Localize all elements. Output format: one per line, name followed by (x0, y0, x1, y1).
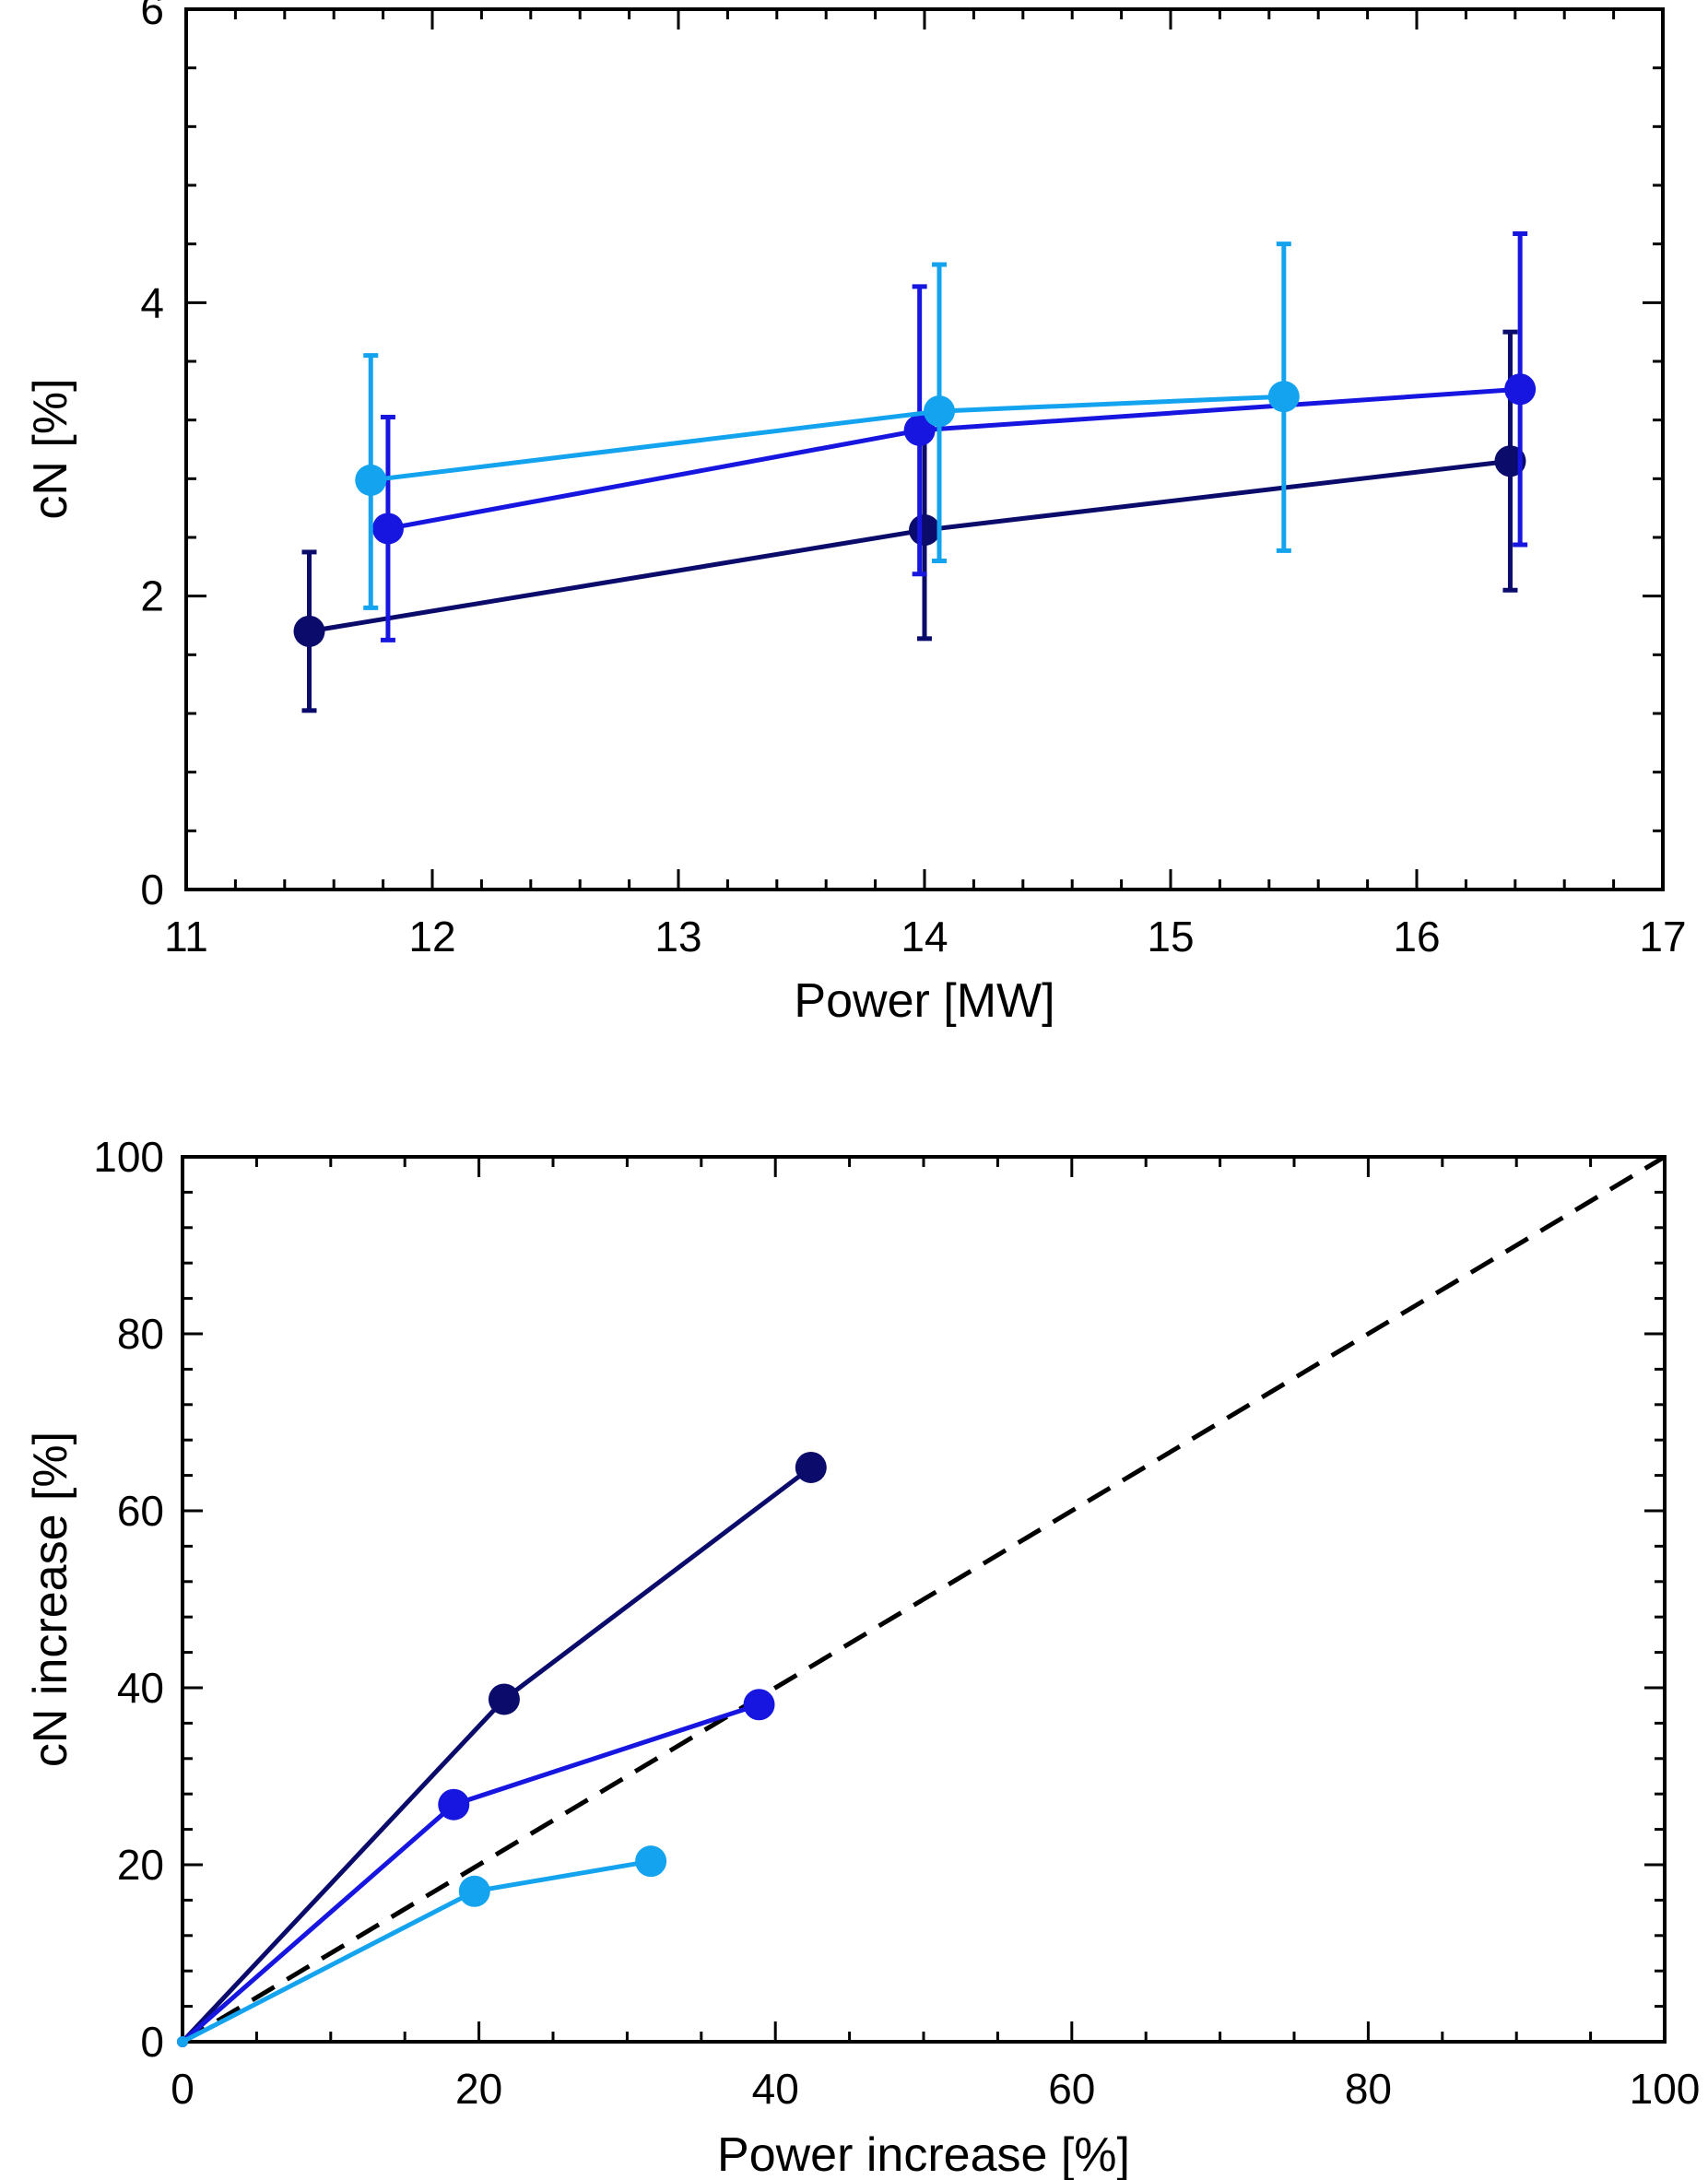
x-axis-label: Power increase [%] (717, 2128, 1130, 2180)
series-line (181, 1858, 652, 2044)
power-increase-panel: 0 20 40 60 80 100 0 20 40 60 80 100 Power increase… (24, 1133, 1700, 2180)
x-tick-labels: 0 20 40 60 80 100 (171, 2065, 1700, 2113)
data-point (924, 395, 956, 428)
reference-line-layer (181, 1154, 1667, 2044)
y-tick-label: 2 (140, 572, 164, 620)
y-axis-label: cN increase [%] (24, 1432, 77, 1767)
tick-marks (184, 7, 1665, 891)
data-point (903, 414, 936, 446)
series-2 (371, 231, 1537, 642)
data-point (177, 2036, 188, 2047)
data-point (743, 1689, 775, 1721)
x-axis-label: Power [MW] (794, 974, 1054, 1028)
data-point (355, 464, 387, 496)
series-layer (293, 231, 1537, 713)
series-layer (177, 1451, 827, 2047)
y-tick-label: 40 (117, 1664, 164, 1712)
data-point (795, 1451, 827, 1483)
power-cn-panel: 11 12 13 14 15 16 17 0 2 4 6 Power [MW] cN [%] (24, 0, 1687, 1028)
x-tick-label: 11 (164, 913, 208, 960)
x-tick-label: 100 (1630, 2065, 1701, 2113)
y-axis-label: cN [%] (24, 378, 77, 519)
data-point (488, 1683, 520, 1715)
data-point (458, 1875, 490, 1907)
y-tick-labels: 0 20 40 60 80 100 (93, 1133, 164, 2066)
data-point (293, 615, 325, 647)
data-point (438, 1788, 470, 1821)
series-1 (177, 1451, 827, 2047)
x-tick-label: 15 (1147, 913, 1194, 960)
y-tick-label: 80 (117, 1310, 164, 1358)
x-tick-label: 13 (654, 913, 701, 960)
x-tick-label: 60 (1048, 2065, 1095, 2113)
x-tick-label: 80 (1345, 2065, 1392, 2113)
tick-marks (181, 1155, 1667, 2044)
series-line (370, 394, 1284, 483)
series-3 (177, 1845, 667, 2047)
data-point (1504, 373, 1537, 406)
x-tick-label: 16 (1393, 913, 1440, 960)
y-tick-label: 100 (93, 1133, 164, 1181)
x-tick-label: 12 (408, 913, 455, 960)
x-tick-labels: 11 12 13 14 15 16 17 (164, 913, 1686, 960)
series-1 (293, 329, 1526, 713)
x-tick-label: 20 (455, 2065, 502, 2113)
series-3 (355, 242, 1300, 610)
x-tick-label: 14 (901, 913, 948, 960)
y-tick-label: 4 (140, 278, 164, 326)
y-tick-label: 60 (117, 1487, 164, 1535)
series-2 (177, 1689, 775, 2047)
data-point (909, 514, 940, 547)
one-to-one-dashed-line (181, 1154, 1667, 2044)
x-tick-label: 0 (171, 2065, 194, 2113)
y-tick-label: 20 (117, 1841, 164, 1889)
x-tick-label: 17 (1639, 913, 1686, 960)
x-tick-label: 40 (752, 2065, 799, 2113)
y-tick-label: 6 (140, 0, 164, 33)
data-point (1267, 381, 1300, 413)
series-line (181, 1465, 813, 2044)
data-point (635, 1845, 667, 1878)
y-tick-label: 0 (140, 2018, 164, 2066)
data-point (371, 513, 404, 545)
y-tick-label: 0 (140, 866, 164, 913)
y-tick-labels: 0 2 4 6 (140, 0, 164, 913)
series-line (309, 458, 1511, 634)
